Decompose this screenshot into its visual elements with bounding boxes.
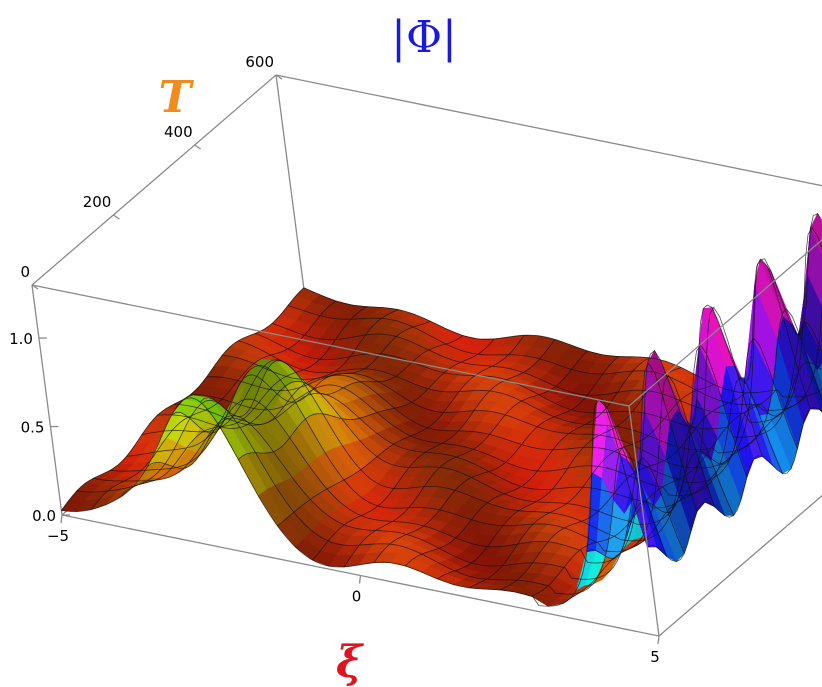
mesh-line-t xyxy=(61,397,648,607)
mesh-line-xi xyxy=(238,338,495,460)
mesh-line-xi xyxy=(469,384,715,589)
mesh-line-t xyxy=(76,399,668,595)
mesh-line-t xyxy=(303,287,822,398)
surface-mesh xyxy=(60,212,822,607)
x-tick-mark xyxy=(358,575,362,584)
mesh-line-t xyxy=(238,308,822,454)
axis-ticks: −5 0 5 0 200 400 600 0.0 0.5 1.0 xyxy=(9,53,660,666)
mesh-line-xi xyxy=(597,213,822,473)
box-edge xyxy=(628,405,660,637)
y-tick-mark xyxy=(112,214,120,220)
x-axis-label: ξ xyxy=(336,637,364,687)
mesh-line-t xyxy=(190,376,783,496)
box-edge xyxy=(658,494,822,637)
box-edge xyxy=(31,284,630,407)
mesh-line-t xyxy=(255,321,822,438)
mesh-line-t xyxy=(222,259,811,469)
z-tick-label: 0.0 xyxy=(32,507,56,525)
mesh-line-xi xyxy=(437,367,682,580)
mesh-line-xi xyxy=(343,350,588,568)
mesh-line-xi xyxy=(373,356,619,563)
y-tick-mark xyxy=(275,74,283,80)
box-edge xyxy=(628,239,822,407)
mesh-line-t xyxy=(157,344,748,525)
mesh-line-xi xyxy=(147,309,399,469)
x-tick-label: −5 xyxy=(47,527,69,545)
y-tick-label: 600 xyxy=(245,53,274,71)
mesh-line-t xyxy=(174,306,763,509)
mesh-line-xi xyxy=(277,335,525,527)
mesh-line-t xyxy=(126,364,715,553)
x-tick-label: 0 xyxy=(352,588,362,606)
z-tick-label: 1.0 xyxy=(9,330,33,348)
box-edge xyxy=(31,284,63,516)
mesh-line-t xyxy=(272,226,822,423)
box-edge xyxy=(31,74,277,286)
mesh-line-t xyxy=(141,359,735,542)
y-tick-mark xyxy=(194,144,202,150)
surface-patch xyxy=(810,212,822,258)
chart-title: |Φ| xyxy=(391,12,457,63)
mesh-line-xi xyxy=(199,335,464,418)
mesh-line-xi xyxy=(312,339,556,561)
x-tick-mark xyxy=(657,635,660,645)
mesh-line-xi xyxy=(91,300,337,510)
mesh-line-xi xyxy=(531,389,777,597)
y-tick-mark xyxy=(31,284,39,290)
mesh-line-t xyxy=(287,301,822,411)
mesh-line-t xyxy=(110,362,698,564)
z-tick-label: 0.5 xyxy=(21,419,45,437)
mesh-line-xi xyxy=(647,406,822,563)
mesh-line-xi xyxy=(404,357,650,567)
y-tick-label: 0 xyxy=(20,263,30,281)
mesh-line-xi xyxy=(61,287,305,511)
mesh-line-xi xyxy=(120,306,368,498)
y-tick-label: 400 xyxy=(164,123,193,141)
mesh-line-xi xyxy=(562,395,808,604)
mesh-line-t xyxy=(206,337,798,484)
y-axis-label: T xyxy=(159,72,195,123)
mesh-line-xi xyxy=(171,320,431,434)
box-edge xyxy=(275,74,307,306)
x-tick-label: 5 xyxy=(650,648,660,666)
box-edge xyxy=(275,74,822,187)
x-tick-mark xyxy=(60,514,63,524)
y-tick-label: 200 xyxy=(83,193,112,211)
